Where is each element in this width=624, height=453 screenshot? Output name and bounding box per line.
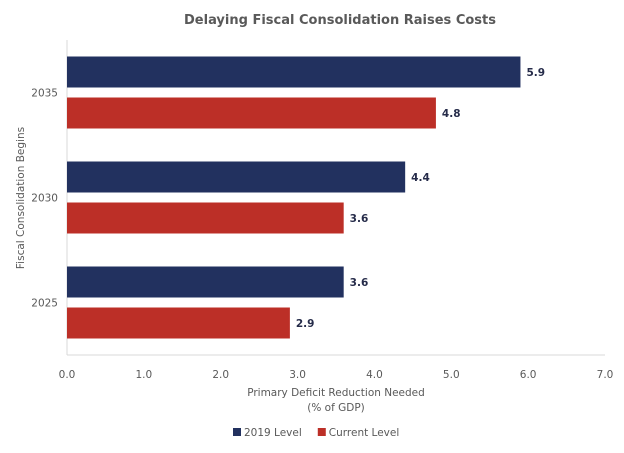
x-axis-label: Primary Deficit Reduction Needed xyxy=(247,387,425,399)
bar-2019-level-2035 xyxy=(67,56,521,88)
chart-title: Delaying Fiscal Consolidation Raises Cos… xyxy=(184,13,496,28)
data-label: 2.9 xyxy=(296,318,315,330)
bar-2019-level-2025 xyxy=(67,266,344,298)
x-tick-label: 5.0 xyxy=(443,369,460,381)
legend-label: 2019 Level xyxy=(244,427,302,439)
bar-current-level-2025 xyxy=(67,307,290,339)
x-tick-label: 0.0 xyxy=(59,369,76,381)
x-tick-label: 3.0 xyxy=(289,369,306,381)
legend: 2019 Level Current Level xyxy=(233,427,399,439)
y-tick-label: 2030 xyxy=(31,193,58,205)
x-tick-label: 6.0 xyxy=(520,369,537,381)
x-axis-label-units: (% of GDP) xyxy=(307,402,365,414)
y-tick-label: 2035 xyxy=(31,88,58,100)
x-tick-label: 7.0 xyxy=(597,369,614,381)
plot-area: 0.0 1.0 2.0 3.0 4.0 5.0 6.0 7.0 2035 5.9 4.8 2030 4.… xyxy=(31,40,613,381)
y-axis-label: Fiscal Consolidation Begins xyxy=(15,127,27,269)
legend-label: Current Level xyxy=(329,427,400,439)
data-label: 4.4 xyxy=(411,172,430,184)
legend-swatch xyxy=(233,428,241,436)
data-label: 4.8 xyxy=(442,108,461,120)
data-label: 5.9 xyxy=(526,67,545,79)
data-label: 3.6 xyxy=(350,213,369,225)
bar-current-level-2035 xyxy=(67,97,436,129)
x-tick-label: 4.0 xyxy=(366,369,383,381)
x-tick-label: 2.0 xyxy=(212,369,229,381)
legend-swatch xyxy=(317,428,326,436)
bar-2019-level-2030 xyxy=(67,161,406,193)
data-label: 3.6 xyxy=(350,277,369,289)
bar-current-level-2030 xyxy=(67,202,344,234)
x-tick-label: 1.0 xyxy=(136,369,153,381)
y-tick-label: 2025 xyxy=(31,298,58,310)
